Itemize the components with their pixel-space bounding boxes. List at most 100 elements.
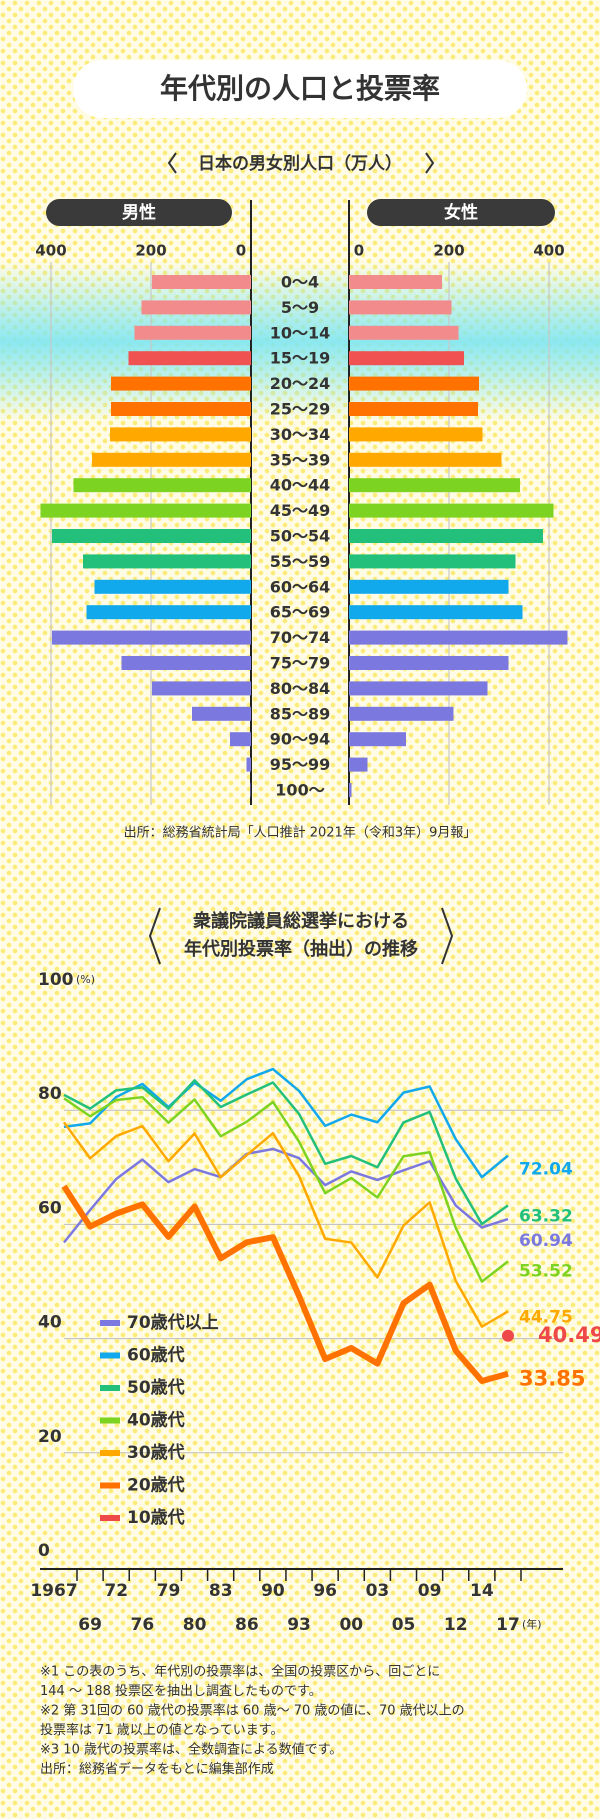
y-tick-label: 80 — [38, 1084, 62, 1104]
bar-female — [349, 783, 352, 797]
bar-male — [111, 376, 251, 391]
bar-female — [349, 554, 516, 569]
bar-male — [86, 605, 251, 620]
bracket — [425, 152, 435, 174]
age-label: 80～84 — [270, 679, 331, 698]
age-label: 30～34 — [270, 425, 331, 444]
x-tick-label: 12 — [444, 1615, 468, 1635]
y-tick-label: 40 — [38, 1313, 62, 1333]
bar-female — [349, 630, 568, 645]
bar-female — [349, 681, 488, 696]
x-tick-label: 17 — [496, 1615, 520, 1635]
legend-female: 女性 — [444, 202, 478, 223]
x-tick-label: 72 — [104, 1581, 128, 1601]
page-title: 年代別の人口と投票率 — [160, 72, 440, 105]
x-tick-label: 76 — [131, 1615, 155, 1635]
x-tick-label: 79 — [157, 1581, 181, 1601]
line — [62, 1121, 509, 1328]
legend-label: 30歳代 — [127, 1442, 185, 1463]
age-label: 85～89 — [270, 704, 331, 723]
x-tick-label: 200 — [433, 242, 464, 260]
bar-male — [94, 579, 251, 594]
pyramid-source: 出所：総務省統計局「人口推計 2021年（令和3年）9月報」 — [124, 825, 477, 841]
bar-female — [349, 275, 442, 289]
bar-female — [349, 732, 406, 747]
line — [63, 1067, 509, 1179]
age-label: 50～54 — [270, 527, 331, 546]
age-label: 5～9 — [281, 298, 319, 317]
bar-female — [349, 706, 454, 721]
bar-male — [230, 732, 251, 747]
x-tick-label: 69 — [78, 1615, 102, 1635]
age-label: 25～29 — [270, 400, 331, 419]
pyramid-title: 日本の男女別人口（万人） — [198, 153, 402, 174]
bar-male — [250, 783, 251, 797]
bar-female — [349, 503, 554, 518]
end-label: 72.04 — [519, 1160, 573, 1180]
bar-male — [40, 503, 251, 518]
age-label: 55～59 — [270, 552, 331, 571]
age-label: 15～19 — [270, 349, 331, 368]
note: ※1 この表のうち、年代別の投票率は、全国の投票区から、回ごとに — [40, 1664, 440, 1680]
legend-male: 男性 — [122, 202, 156, 223]
age-label: 90～94 — [270, 730, 331, 749]
age-label: 20～24 — [270, 374, 331, 393]
legend-label: 20歳代 — [127, 1475, 185, 1496]
x-tick-label: 80 — [183, 1615, 207, 1635]
bar-female — [349, 529, 543, 543]
note: 144 ～ 188 投票区を抽出し調査したものです。 — [40, 1683, 322, 1699]
note: ※2 第 31回の 60 歳代の投票率は 60 歳～ 70 歳の値に、70 歳代… — [40, 1703, 465, 1719]
end-label: 44.75 — [519, 1307, 573, 1327]
legend-label: 70歳代以上 — [127, 1312, 219, 1333]
x-tick-label: 09 — [418, 1581, 442, 1601]
note: 投票率は 71 歳以上の値となっています。 — [40, 1722, 283, 1738]
bar-female — [349, 325, 459, 340]
legend-label: 60歳代 — [127, 1345, 185, 1366]
y-tick-label: 0 — [38, 1541, 50, 1561]
x-tick-label: 400 — [533, 242, 564, 260]
x-tick-label: 96 — [313, 1581, 337, 1601]
bar-male — [141, 300, 251, 315]
legend-label: 40歳代 — [127, 1410, 185, 1431]
x-tick-label: 14 — [470, 1581, 494, 1601]
x-tick-label: 93 — [287, 1615, 311, 1635]
x-tick-label: 1967 — [30, 1581, 77, 1601]
x-tick-label: 00 — [339, 1615, 363, 1635]
bar-male — [128, 351, 251, 366]
age-label: 65～69 — [270, 603, 331, 622]
bar-female — [349, 300, 452, 315]
y-tick-label: 20 — [38, 1427, 62, 1447]
female-pill — [367, 199, 555, 226]
bar-female — [349, 427, 483, 442]
age-label: 0～4 — [281, 273, 319, 292]
x-tick-label: 0 — [354, 242, 364, 260]
bar-female — [349, 351, 464, 366]
note: ※3 10 歳代の投票率は、全数調査による数値です。 — [40, 1742, 342, 1758]
bar-male — [111, 402, 251, 416]
age-label: 10～14 — [270, 323, 331, 342]
line — [61, 1184, 509, 1384]
bracket — [441, 907, 454, 965]
line — [63, 1079, 509, 1226]
bar-male — [246, 757, 251, 772]
bar-male — [121, 656, 251, 670]
bar-male — [134, 325, 251, 340]
end-label: 63.32 — [519, 1206, 573, 1226]
bar-female — [349, 579, 509, 594]
line-title: 衆議院議員総選挙における — [193, 910, 409, 932]
bar-female — [349, 402, 478, 416]
age-label: 95～99 — [270, 755, 331, 774]
end-label: 53.52 — [519, 1261, 573, 1281]
bar-male — [152, 275, 251, 289]
y-tick-label: 60 — [38, 1198, 62, 1218]
bar-female — [349, 376, 479, 391]
age-label: 60～64 — [270, 577, 331, 596]
age-label: 35～39 — [270, 450, 331, 469]
bar-male — [110, 427, 251, 442]
point — [502, 1329, 514, 1342]
age-label: 40～44 — [270, 476, 331, 495]
x-tick-label: 90 — [261, 1581, 285, 1601]
age-label: 70～74 — [270, 628, 331, 647]
bar-female — [349, 452, 502, 467]
